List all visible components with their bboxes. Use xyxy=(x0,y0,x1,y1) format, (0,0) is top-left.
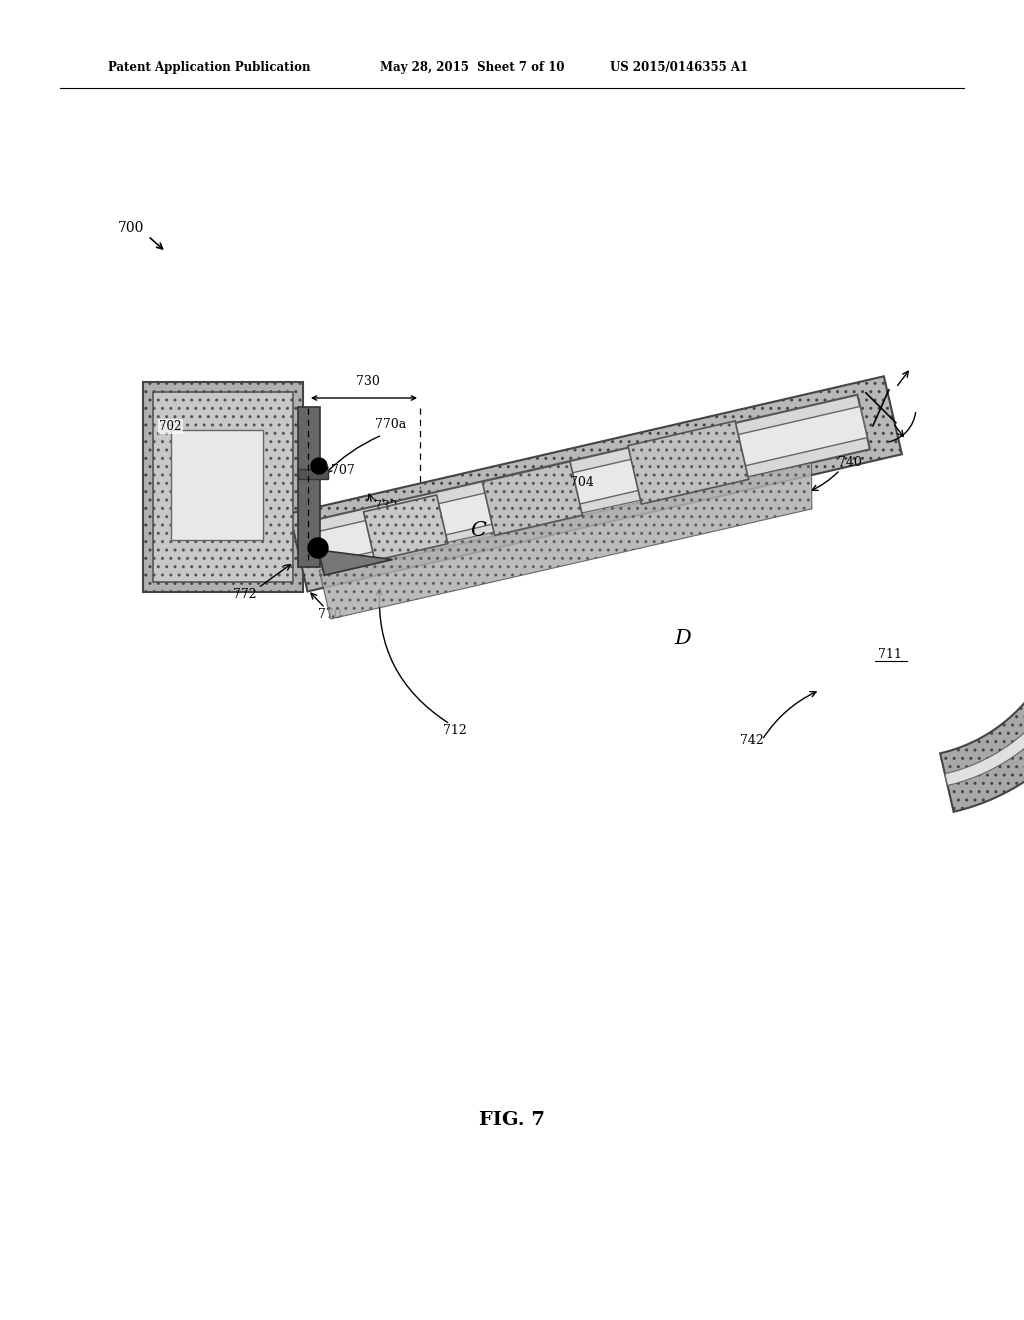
Text: 712: 712 xyxy=(443,723,467,737)
Polygon shape xyxy=(317,546,392,576)
Bar xyxy=(171,430,263,540)
Text: FIG. 7: FIG. 7 xyxy=(479,1111,545,1129)
Text: 740: 740 xyxy=(838,455,862,469)
Text: 702: 702 xyxy=(159,420,181,433)
Polygon shape xyxy=(945,587,1024,785)
Text: D: D xyxy=(675,628,691,648)
Bar xyxy=(143,381,303,591)
Polygon shape xyxy=(311,395,870,576)
Polygon shape xyxy=(298,469,328,479)
Text: 770: 770 xyxy=(318,609,342,622)
Text: 704: 704 xyxy=(570,475,594,488)
Polygon shape xyxy=(482,462,583,536)
Polygon shape xyxy=(628,421,749,504)
Bar xyxy=(153,392,293,582)
Text: 742: 742 xyxy=(740,734,764,747)
Polygon shape xyxy=(314,407,867,564)
Polygon shape xyxy=(364,495,447,561)
Text: 770a: 770a xyxy=(375,418,407,432)
Text: C: C xyxy=(470,520,486,540)
Text: 772: 772 xyxy=(233,587,257,601)
Text: 730: 730 xyxy=(356,375,380,388)
Text: 700: 700 xyxy=(118,220,144,235)
Text: 734: 734 xyxy=(402,533,426,546)
Bar xyxy=(298,407,319,568)
Circle shape xyxy=(311,458,327,474)
Polygon shape xyxy=(319,463,812,619)
Text: US 2015/0146355 A1: US 2015/0146355 A1 xyxy=(610,62,749,74)
Text: 732: 732 xyxy=(374,499,397,512)
Text: 711: 711 xyxy=(878,648,902,661)
Circle shape xyxy=(308,539,328,558)
Polygon shape xyxy=(940,586,1024,812)
Polygon shape xyxy=(290,376,902,591)
Text: May 28, 2015  Sheet 7 of 10: May 28, 2015 Sheet 7 of 10 xyxy=(380,62,564,74)
Text: Patent Application Publication: Patent Application Publication xyxy=(108,62,310,74)
Text: 707: 707 xyxy=(331,463,354,477)
